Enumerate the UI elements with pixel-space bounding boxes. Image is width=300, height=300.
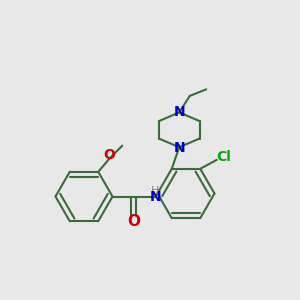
Text: Cl: Cl <box>216 150 231 164</box>
Text: N: N <box>149 190 161 204</box>
Text: N: N <box>173 105 185 119</box>
Text: H: H <box>151 186 160 196</box>
Text: O: O <box>104 148 116 162</box>
Text: O: O <box>127 214 140 229</box>
Text: N: N <box>173 141 185 155</box>
